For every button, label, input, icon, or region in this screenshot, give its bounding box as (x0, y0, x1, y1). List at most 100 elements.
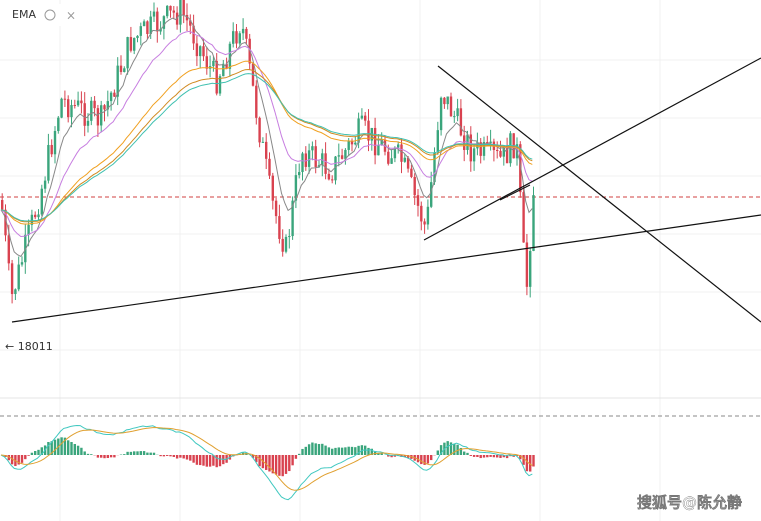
indicator-label[interactable]: EMA (12, 8, 36, 21)
candle-body (522, 192, 525, 243)
candle-body (76, 100, 80, 106)
close-icon[interactable]: × (66, 9, 76, 23)
candle-body (149, 16, 152, 35)
settings-icon[interactable] (44, 9, 56, 21)
macd-bar (274, 455, 278, 475)
candle-body (113, 92, 116, 97)
macd-bar (192, 455, 195, 463)
candle-body (238, 33, 241, 44)
macd-bar (17, 455, 20, 465)
ema-line (0, 73, 533, 222)
macd-bar (185, 455, 189, 460)
macd-bar (215, 455, 218, 468)
candle-body (397, 144, 400, 148)
macd-bar (479, 455, 482, 459)
candle-body (373, 127, 377, 156)
candle-body (133, 38, 136, 51)
candle-body (162, 16, 166, 29)
macd-bar (136, 451, 139, 455)
macd-bar (317, 444, 321, 455)
candle-body (50, 144, 53, 155)
candle-body (60, 98, 63, 118)
candle-body (274, 200, 278, 217)
macd-bar (515, 455, 519, 457)
macd-bar (162, 455, 166, 457)
candle-body (70, 105, 73, 118)
trend-line (423, 57, 761, 241)
macd-bar (20, 455, 24, 463)
macd-bar (456, 444, 459, 455)
candle-body (416, 195, 420, 206)
macd-bar (406, 455, 410, 458)
macd-bar (367, 447, 370, 455)
macd-bar (350, 446, 354, 455)
ema-line (0, 68, 533, 223)
candle-body (443, 97, 446, 105)
macd-bar (525, 455, 529, 472)
candle-body (232, 31, 235, 44)
macd-bar (472, 455, 476, 457)
candle-body (96, 108, 100, 126)
candle-body (410, 168, 413, 177)
candle-body (311, 146, 314, 151)
candle-body (126, 37, 129, 69)
candle-body (446, 96, 449, 105)
macd-bar (377, 452, 380, 455)
candle-body (139, 26, 142, 36)
macd-bar (284, 455, 288, 474)
macd-bar (294, 455, 298, 459)
candle-body (212, 60, 215, 67)
candle-body (482, 142, 486, 156)
candle-body (304, 153, 307, 167)
macd-bar (258, 455, 261, 467)
macd-bar (532, 455, 535, 467)
macd-bar (113, 455, 116, 458)
candle-body (182, 0, 185, 15)
macd-bar (436, 450, 439, 455)
macd-bar (476, 455, 479, 457)
candle-body (100, 105, 103, 126)
macd-bar (311, 442, 314, 455)
candle-body (278, 216, 281, 239)
candle-body (294, 175, 298, 201)
candle-body (225, 63, 228, 69)
candle-body (268, 158, 271, 176)
candle-body (340, 155, 344, 159)
macd-bar (172, 455, 175, 457)
macd-bar (420, 455, 423, 465)
candle-body (350, 140, 354, 145)
macd-bar (27, 455, 30, 456)
candle-body (1, 200, 4, 210)
macd-bar (169, 455, 172, 457)
candle-body (463, 135, 466, 150)
candle-body (53, 130, 57, 155)
candle-body (166, 5, 169, 17)
candle-body (222, 63, 225, 77)
macd-bar (278, 455, 281, 476)
candle-body (4, 209, 7, 236)
macd-bar (486, 455, 489, 458)
macd-bar (34, 451, 37, 455)
candle-body (241, 28, 245, 34)
candle-body (90, 100, 93, 121)
macd-bar (492, 455, 496, 458)
candle-body (116, 65, 119, 97)
candle-body (347, 140, 350, 150)
candle-body (83, 103, 86, 126)
macd-bar (103, 455, 106, 459)
macd-bar (324, 445, 327, 455)
macd-bar (152, 452, 156, 455)
candle-body (327, 173, 331, 180)
macd-bar (189, 455, 192, 461)
macd-bar (416, 455, 420, 463)
macd-bar (321, 443, 324, 455)
candle-body (255, 85, 258, 118)
macd-bar (63, 437, 67, 455)
macd-bar (268, 455, 271, 472)
candle-body (27, 224, 30, 235)
macd-bar (522, 455, 525, 465)
macd-bar (459, 447, 463, 455)
macd-bar (182, 455, 185, 459)
macd-bar (40, 447, 43, 455)
